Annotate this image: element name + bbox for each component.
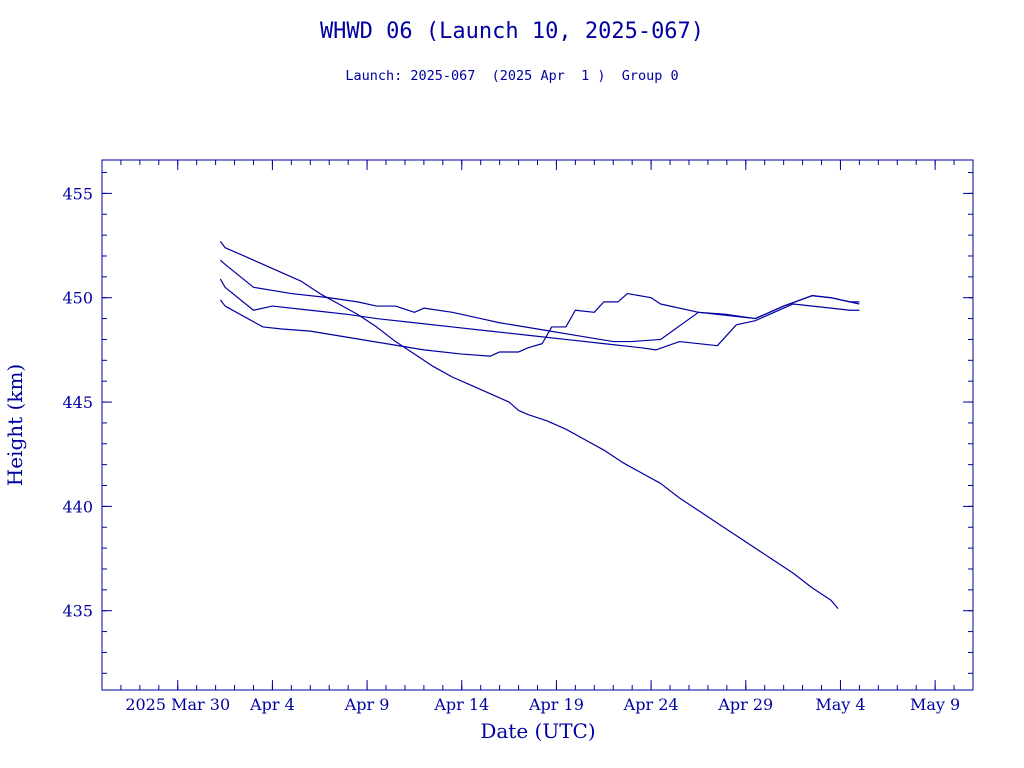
y-tick-label: 435 [62, 602, 93, 621]
major-ticks [102, 160, 973, 690]
series-layer [219, 241, 860, 610]
y-tick-label: 450 [62, 289, 93, 308]
y-tick-label: 455 [62, 184, 93, 203]
chart-title: WHWD 06 (Launch 10, 2025-067) [320, 19, 704, 44]
series-line-3 [219, 278, 860, 351]
x-tick-label: Apr 14 [433, 695, 489, 714]
minor-ticks [102, 160, 973, 690]
plot-frame [101, 159, 974, 691]
x-tick-label: Apr 9 [344, 695, 390, 714]
x-axis-label: Date (UTC) [480, 719, 595, 743]
x-tick-label: May 4 [815, 695, 865, 714]
x-tick-label: Apr 24 [623, 695, 679, 714]
x-tick-label: Apr 29 [717, 695, 773, 714]
series-line-2 [219, 259, 860, 343]
series-line-1 [219, 241, 839, 610]
x-tick-label: 2025 Mar 30 [125, 695, 230, 714]
x-tick-label: May 9 [910, 695, 960, 714]
x-tick-label: Apr 19 [528, 695, 584, 714]
y-tick-label: 440 [62, 497, 93, 516]
x-tick-label: Apr 4 [249, 695, 295, 714]
y-axis-label: Height (km) [3, 364, 27, 486]
chart-subtitle: Launch: 2025-067 (2025 Apr 1 ) Group 0 [345, 68, 678, 84]
y-tick-label: 445 [62, 393, 93, 412]
tick-labels: 2025 Mar 30 Apr 4 Apr 9 Apr 14 Apr 19 Apr 24 A… [62, 184, 960, 714]
series-line-4 [219, 292, 860, 357]
